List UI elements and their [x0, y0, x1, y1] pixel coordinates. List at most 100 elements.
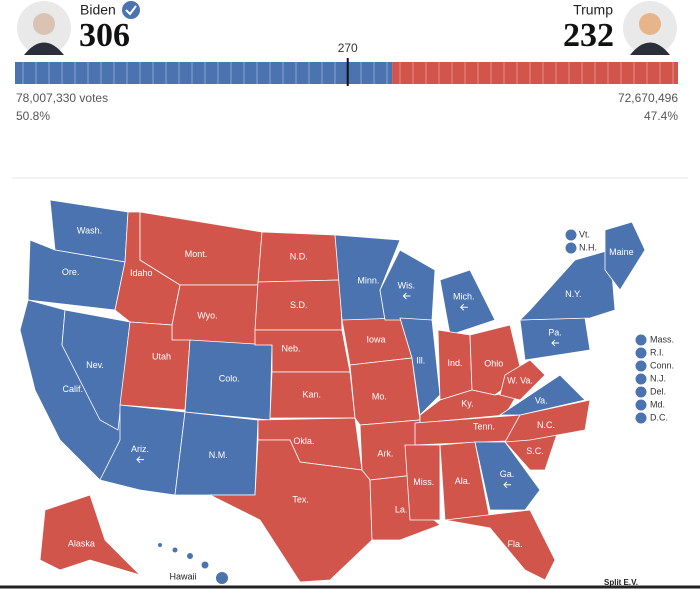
small-state-label: D.C.	[650, 412, 668, 422]
state-label: Nev.	[86, 360, 104, 370]
state-shape	[209, 439, 373, 583]
state-label: Wash.	[77, 225, 102, 235]
photo-head	[639, 13, 661, 35]
state-label: Ariz.	[131, 444, 149, 454]
state-label: Va.	[535, 396, 548, 406]
state-label: Tex.	[292, 495, 309, 505]
bar-segment	[392, 62, 678, 84]
small-state-label: R.I.	[650, 347, 664, 357]
state-label: Fla.	[507, 539, 522, 549]
state-label: Tenn.	[473, 421, 495, 431]
state-label: N.M.	[209, 450, 228, 460]
photo-body	[24, 42, 64, 55]
state-label: Miss.	[413, 477, 434, 487]
winner-check	[122, 1, 140, 19]
small-state	[635, 360, 647, 372]
state-shape	[216, 572, 228, 584]
state-label: S.D.	[290, 300, 308, 310]
photo-body	[630, 42, 670, 55]
state-label: N.Y.	[565, 289, 581, 299]
state-shape	[61, 309, 131, 431]
small-state-label: Vt.	[579, 229, 590, 239]
state-label: Colo.	[219, 374, 240, 384]
state-label: Ky.	[461, 398, 473, 408]
state-label: Neb.	[281, 343, 300, 353]
state-label: Mich.	[453, 292, 475, 302]
state-shape	[519, 317, 591, 361]
state-shape	[498, 374, 586, 416]
electoral-votes: 306	[79, 17, 130, 54]
state-label: Iowa	[366, 335, 385, 345]
flip-arrow	[551, 339, 559, 347]
vote-share: 50.8%	[16, 109, 50, 123]
small-state	[635, 373, 647, 385]
state-shape	[474, 441, 541, 511]
state-label: Ala.	[455, 476, 471, 486]
state-label: Ore.	[62, 267, 80, 277]
small-state	[635, 386, 647, 398]
state-label: Mo.	[372, 392, 387, 402]
small-state	[565, 229, 577, 241]
small-state-label: Conn.	[650, 360, 674, 370]
small-state-label: N.J.	[650, 373, 666, 383]
check-mark	[125, 5, 137, 16]
state-label: Pa.	[548, 327, 562, 337]
electoral-votes: 232	[563, 17, 614, 54]
state-label: W. Va.	[507, 375, 533, 385]
state-label: Wis.	[398, 280, 416, 290]
state-shape	[504, 399, 591, 443]
vote-share: 47.4%	[644, 109, 678, 123]
state-label: N.D.	[290, 252, 308, 262]
small-state	[635, 412, 647, 424]
state-label: Minn.	[357, 275, 379, 285]
state-label: S.C.	[526, 446, 544, 456]
bar-segment	[15, 62, 393, 84]
footnote: Split E.V.	[604, 578, 638, 587]
state-label: Utah	[152, 351, 171, 361]
state-label: Calif.	[63, 384, 84, 394]
state-shape	[444, 509, 556, 581]
state-label: Ill.	[416, 356, 425, 366]
small-state	[635, 347, 647, 359]
small-state-label: N.H.	[579, 242, 597, 252]
state-label: Kan.	[302, 389, 321, 399]
state-shape	[39, 494, 141, 576]
state-label: Alaska	[68, 539, 95, 549]
small-state	[635, 399, 647, 411]
state-label: Ark.	[377, 448, 393, 458]
candidate-name: Biden	[80, 2, 116, 18]
state-shape	[499, 359, 546, 401]
popular-votes: 78,007,330 votes	[16, 91, 108, 105]
popular-votes: 72,670,496	[618, 91, 678, 105]
flip-arrow	[402, 292, 411, 300]
state-shape	[604, 221, 646, 291]
state-shape	[519, 249, 616, 321]
small-state-label: Md.	[650, 399, 665, 409]
state-shape	[201, 561, 209, 569]
flip-arrow	[503, 481, 511, 489]
state-shape	[172, 547, 178, 553]
small-state-label: Mass.	[650, 334, 674, 344]
state-shape	[158, 543, 162, 547]
state-shape	[379, 249, 436, 321]
flip-arrow	[460, 303, 468, 311]
threshold-label: 270	[338, 41, 358, 55]
candidate-name: Trump	[573, 2, 613, 18]
state-label: Okla.	[293, 436, 314, 446]
state-label: Ohio	[484, 358, 503, 368]
state-label: Mont.	[185, 249, 208, 259]
state-label: Wyo.	[197, 310, 217, 320]
state-label: Hawaii	[169, 571, 196, 581]
photo-head	[33, 13, 55, 35]
state-label: Ga.	[500, 469, 515, 479]
state-label: La.	[395, 504, 408, 514]
state-shape	[404, 444, 441, 521]
small-state	[635, 334, 647, 346]
state-label: N.C.	[537, 420, 555, 430]
state-label: Idaho	[130, 268, 153, 278]
state-label: Maine	[609, 247, 634, 257]
state-shape	[187, 553, 193, 559]
small-state	[565, 242, 577, 254]
